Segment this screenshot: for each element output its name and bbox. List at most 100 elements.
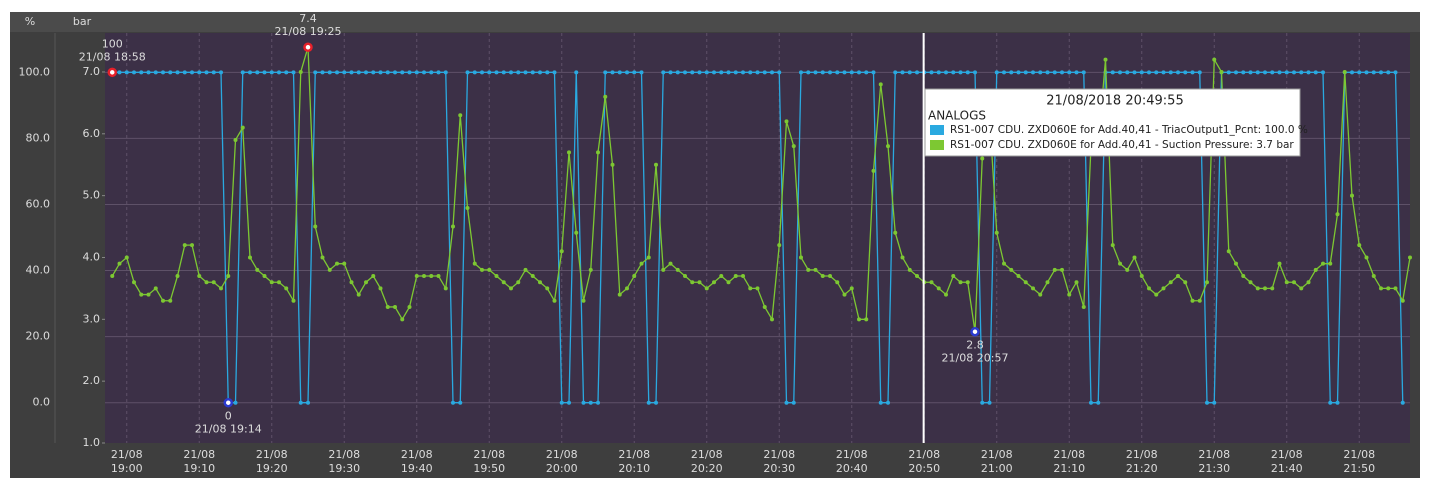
data-point: [1067, 292, 1072, 297]
data-point: [124, 255, 129, 260]
data-point: [494, 274, 499, 279]
y2-tick-label: 2.0: [83, 374, 101, 387]
data-point: [255, 267, 260, 272]
data-point: [1096, 400, 1101, 405]
data-point: [552, 298, 557, 303]
data-point: [1002, 70, 1006, 75]
data-point: [567, 150, 571, 155]
data-point: [1255, 286, 1260, 291]
x-tick-date: 21/08: [981, 448, 1013, 461]
data-point: [712, 70, 716, 75]
data-point: [1031, 70, 1035, 75]
x-tick-time: 21:20: [1126, 462, 1158, 475]
x-tick-time: 21:00: [981, 462, 1013, 475]
x-tick-date: 21/08: [111, 448, 143, 461]
data-point: [298, 69, 303, 74]
data-point: [530, 274, 535, 279]
data-point: [327, 70, 332, 75]
data-point: [864, 70, 869, 75]
x-tick-time: 19:40: [401, 462, 433, 475]
data-point: [762, 70, 767, 75]
y-tick-label: 40.0: [26, 264, 51, 277]
data-point: [451, 224, 455, 229]
data-point: [1284, 70, 1289, 75]
x-tick-date: 21/08: [836, 448, 868, 461]
data-point: [1074, 280, 1079, 285]
data-point: [277, 280, 281, 285]
data-point: [581, 400, 586, 405]
data-point: [842, 70, 847, 75]
data-point: [1226, 70, 1231, 75]
data-point: [436, 274, 441, 279]
data-point: [596, 400, 600, 405]
annotation-value: 2.8: [966, 339, 984, 352]
data-point: [1270, 70, 1275, 75]
data-point: [828, 274, 832, 279]
data-point: [472, 261, 477, 266]
data-point: [306, 400, 310, 405]
data-point: [1386, 70, 1391, 75]
data-point: [124, 70, 129, 75]
data-point: [726, 70, 731, 75]
data-point: [458, 113, 463, 118]
data-point: [646, 400, 651, 405]
data-point: [182, 70, 187, 75]
data-point: [1219, 69, 1224, 74]
data-point: [857, 317, 861, 322]
data-point: [393, 304, 397, 309]
data-point: [1031, 286, 1035, 291]
data-point: [639, 261, 644, 266]
data-point: [269, 280, 274, 285]
data-point: [1002, 261, 1006, 266]
data-point: [422, 274, 426, 279]
data-point: [965, 280, 970, 285]
data-point: [900, 255, 905, 260]
x-tick-date: 21/08: [908, 448, 940, 461]
data-point: [1313, 70, 1318, 75]
tooltip: 21/08/2018 20:49:55 ANALOGS RS1-007 CDU.…: [924, 88, 1308, 157]
data-point: [1342, 69, 1347, 74]
data-point: [356, 292, 361, 297]
data-point: [1350, 193, 1354, 198]
data-point: [139, 292, 144, 297]
data-point: [429, 274, 434, 279]
data-point: [291, 70, 296, 75]
x-tick-time: 20:10: [618, 462, 650, 475]
data-point: [907, 70, 912, 75]
data-point: [313, 70, 318, 75]
data-point: [523, 70, 528, 75]
data-point: [1118, 70, 1122, 75]
data-point: [1284, 280, 1289, 285]
x-tick-date: 21/08: [328, 448, 360, 461]
data-point: [248, 70, 252, 75]
data-point: [944, 292, 948, 297]
data-point: [958, 70, 963, 75]
data-point: [1357, 70, 1362, 75]
x-tick-date: 21/08: [256, 448, 288, 461]
data-point: [936, 70, 941, 75]
y-tick-label: 0.0: [33, 396, 51, 409]
data-point: [697, 70, 702, 75]
x-tick-time: 21:50: [1343, 462, 1375, 475]
x-tick-time: 20:50: [908, 462, 940, 475]
data-point: [1364, 255, 1369, 260]
data-point: [400, 70, 405, 75]
annotation-marker: [303, 42, 313, 52]
data-point: [980, 400, 985, 405]
x-tick-time: 19:00: [111, 462, 143, 475]
data-point: [1045, 280, 1050, 285]
data-point: [385, 70, 390, 75]
data-point: [1038, 70, 1043, 75]
x-tick-time: 20:00: [546, 462, 578, 475]
x-tick-date: 21/08: [691, 448, 723, 461]
data-point: [226, 274, 231, 279]
data-point: [849, 286, 854, 291]
data-point: [146, 292, 151, 297]
data-point: [936, 286, 941, 291]
data-point: [190, 243, 194, 248]
data-point: [248, 255, 252, 260]
data-point: [320, 255, 325, 260]
data-point: [603, 94, 608, 99]
data-point: [719, 274, 724, 279]
data-point: [153, 286, 158, 291]
